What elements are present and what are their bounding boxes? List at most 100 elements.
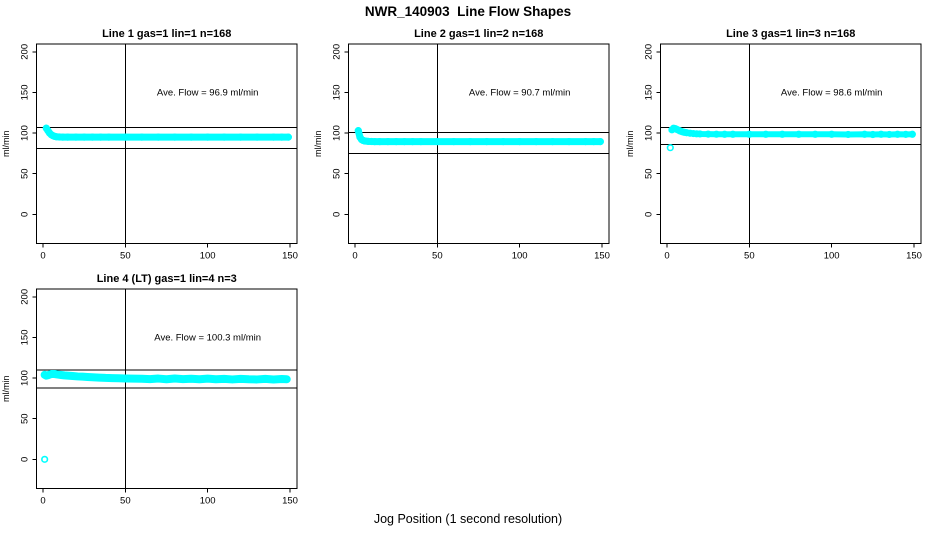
x-tick-label: 0 — [40, 251, 45, 262]
x-tick-label: 50 — [744, 251, 755, 262]
y-tick-label: 0 — [332, 212, 343, 217]
data-point — [721, 130, 729, 138]
data-point — [171, 374, 179, 383]
data-point — [376, 137, 384, 146]
outlier-point — [41, 455, 49, 463]
data-point — [204, 375, 212, 383]
data-point — [60, 371, 69, 379]
y-tick-label: 0 — [644, 212, 655, 217]
data-point — [590, 137, 598, 146]
data-point — [50, 370, 59, 378]
data-point — [499, 137, 507, 146]
data-point — [778, 130, 786, 138]
x-tick-label: 100 — [200, 251, 216, 262]
data-point — [261, 375, 269, 383]
x-tick-label: 100 — [824, 251, 840, 262]
data-point — [154, 133, 162, 141]
y-tick-label: 50 — [20, 168, 31, 179]
data-point — [902, 130, 910, 138]
data-point — [400, 137, 409, 146]
data-point — [877, 130, 885, 138]
y-tick-label: 50 — [644, 168, 655, 179]
data-point — [596, 137, 604, 146]
data-point — [154, 374, 162, 383]
x-tick-label: 0 — [352, 251, 357, 262]
data-point — [549, 137, 557, 146]
data-point — [129, 375, 138, 383]
data-point — [269, 375, 278, 384]
data-point — [138, 375, 146, 383]
data-point — [55, 133, 64, 141]
data-point — [146, 375, 154, 383]
data-point — [893, 130, 902, 138]
y-tick-label: 200 — [20, 44, 31, 60]
y-axis-label: ml/min — [1, 131, 11, 158]
plot-frame — [660, 43, 922, 244]
subplot-canvas: 0 50 100 150 0 50 100 150 200 ml/min Line 4 (LT) g… — [1, 273, 298, 507]
x-axis-outer-label: Jog Position (1 second resolution) — [373, 512, 563, 526]
subplot-canvas: 0 50 100 150 0 50 100 150 200 ml/min Line 3 gas=1 … — [625, 28, 922, 262]
data-point — [138, 133, 146, 141]
data-point — [245, 375, 253, 383]
ave-flow-annotation: Ave. Flow = 90.7 ml/min — [469, 87, 570, 98]
subplot-line-4: 0 50 100 150 0 50 100 150 200 ml/min Line 4 (LT) g… — [0, 265, 312, 510]
subplot-title: Line 3 gas=1 lin=3 n=168 — [726, 28, 855, 40]
data-point — [466, 137, 474, 146]
data-point — [115, 374, 123, 382]
y-tick-label: 100 — [20, 370, 31, 386]
data-point — [284, 133, 292, 141]
y-tick-label: 100 — [644, 125, 655, 141]
data-point — [392, 137, 400, 146]
data-point — [409, 137, 417, 146]
data-point — [384, 137, 392, 146]
data-point — [204, 133, 212, 141]
data-point — [516, 137, 524, 146]
ave-flow-annotation: Ave. Flow = 100.3 ml/min — [154, 332, 261, 343]
y-tick-label: 150 — [20, 85, 31, 101]
subplot-line-2: 0 50 100 150 0 50 100 150 200 ml/min Line 2 gas=1 … — [312, 20, 624, 265]
data-point — [729, 130, 737, 138]
data-point — [47, 370, 55, 378]
data-point — [861, 130, 869, 138]
data-point — [745, 130, 753, 138]
data-point — [433, 137, 441, 146]
subplot-title: Line 2 gas=1 lin=2 n=168 — [414, 28, 543, 40]
data-point — [108, 374, 116, 382]
data-point — [187, 375, 195, 383]
data-point — [683, 129, 691, 137]
data-point — [712, 130, 721, 138]
data-point — [565, 137, 573, 146]
data-point — [869, 130, 877, 139]
x-tick-label: 50 — [120, 251, 131, 262]
x-tick-label: 100 — [512, 251, 528, 262]
data-point — [72, 133, 80, 141]
y-axis-label: ml/min — [313, 131, 323, 158]
x-tick-label: 150 — [906, 251, 922, 262]
data-point — [354, 127, 362, 135]
data-point — [253, 375, 261, 384]
data-point — [283, 375, 291, 383]
y-tick-label: 100 — [20, 125, 31, 141]
data-point — [162, 375, 171, 383]
data-point — [64, 133, 72, 141]
y-axis-label: ml/min — [1, 376, 11, 403]
x-tick-label: 150 — [282, 251, 298, 262]
data-point — [212, 375, 220, 383]
data-point — [220, 375, 228, 383]
y-tick-label: 50 — [332, 168, 343, 179]
data-point — [253, 133, 261, 141]
data-point — [532, 137, 540, 146]
data-point — [187, 133, 195, 141]
data-point — [762, 130, 770, 138]
data-point — [57, 371, 65, 379]
subplot-canvas: 0 50 100 150 0 50 100 150 200 ml/min Line 2 gas=1 … — [313, 28, 610, 262]
subplot-title: Line 4 (LT) gas=1 lin=4 n=3 — [97, 273, 237, 285]
data-point — [88, 373, 97, 381]
data-point — [105, 133, 113, 141]
data-point — [361, 137, 369, 145]
y-tick-label: 0 — [20, 457, 31, 462]
y-tick-label: 0 — [20, 212, 31, 217]
data-point — [237, 133, 245, 141]
data-point — [696, 130, 704, 138]
data-point — [220, 133, 228, 141]
